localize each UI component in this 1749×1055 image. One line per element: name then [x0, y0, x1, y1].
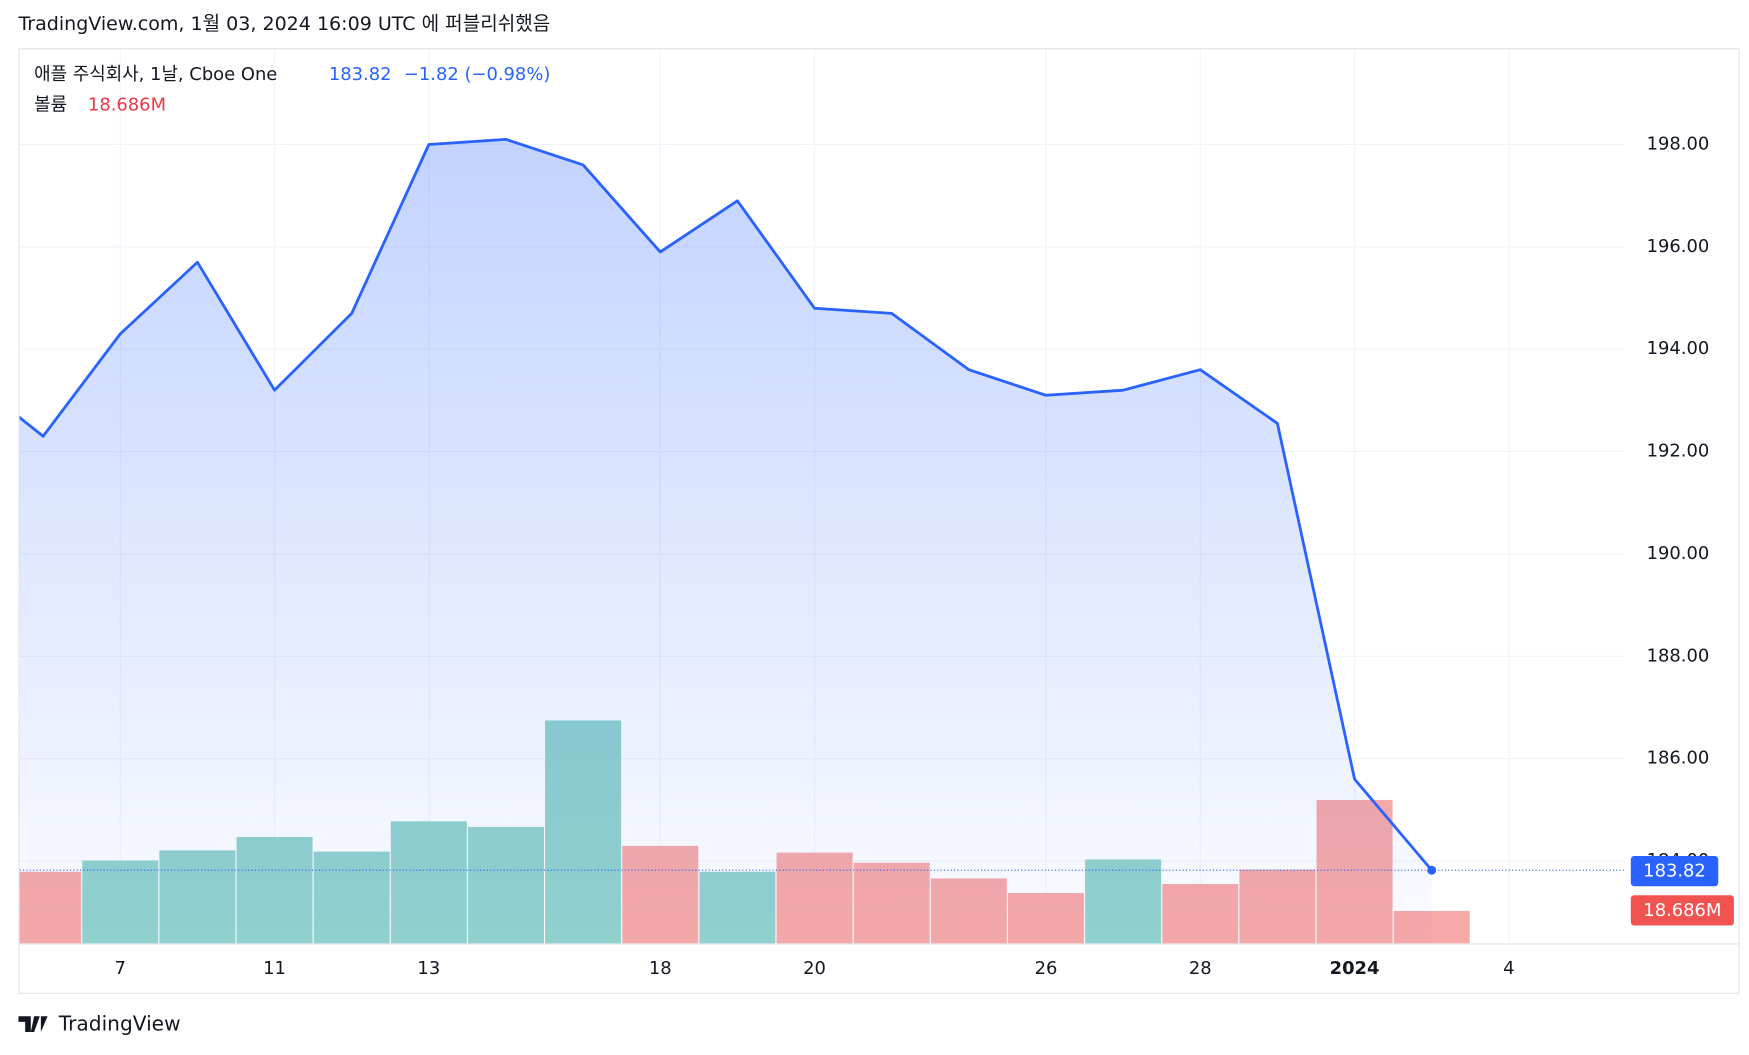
y-tick-label: 198.00 — [1647, 133, 1710, 154]
volume-tag-label: 18.686M — [1643, 900, 1721, 921]
x-tick-label: 7 — [115, 958, 126, 979]
x-tick-label: 18 — [649, 958, 672, 979]
legend-price: 183.82 — [329, 64, 392, 85]
y-tick-label: 190.00 — [1647, 543, 1710, 564]
volume-title: 볼륨 — [34, 94, 67, 115]
y-tick-label: 188.00 — [1647, 645, 1710, 666]
x-tick-label: 11 — [263, 958, 286, 979]
logo — [18, 1016, 48, 1032]
x-tick-label: 20 — [803, 958, 826, 979]
y-tick-label: 192.00 — [1647, 441, 1710, 462]
price-tag-label: 183.82 — [1643, 861, 1706, 882]
price-line — [19, 137, 1433, 872]
footer-brand: TradingView — [58, 1012, 181, 1036]
volume-tag — [1630, 895, 1734, 926]
legend-change: −1.82 (−0.98%) — [404, 64, 550, 85]
x-tick-label: 2024 — [1330, 958, 1380, 979]
price-tag — [1630, 856, 1719, 887]
published-note: TradingView.com, 1월 03, 2024 16:09 UTC 에… — [17, 13, 550, 35]
chart-frame — [18, 48, 1740, 994]
price-area — [19, 139, 1432, 944]
y-tick-label: 186.00 — [1647, 748, 1710, 769]
x-tick-label: 28 — [1189, 958, 1212, 979]
x-tick-label: 4 — [1503, 958, 1514, 979]
last-point — [1427, 865, 1437, 875]
y-tick-label: 194.00 — [1647, 338, 1710, 359]
y-tick-label: 196.00 — [1647, 236, 1710, 257]
legend-volume: 18.686M — [88, 94, 166, 115]
x-tick-label: 26 — [1035, 958, 1058, 979]
symbol-title: 애플 주식회사, 1날, Cboe One — [34, 64, 277, 85]
x-tick-label: 13 — [417, 958, 440, 979]
